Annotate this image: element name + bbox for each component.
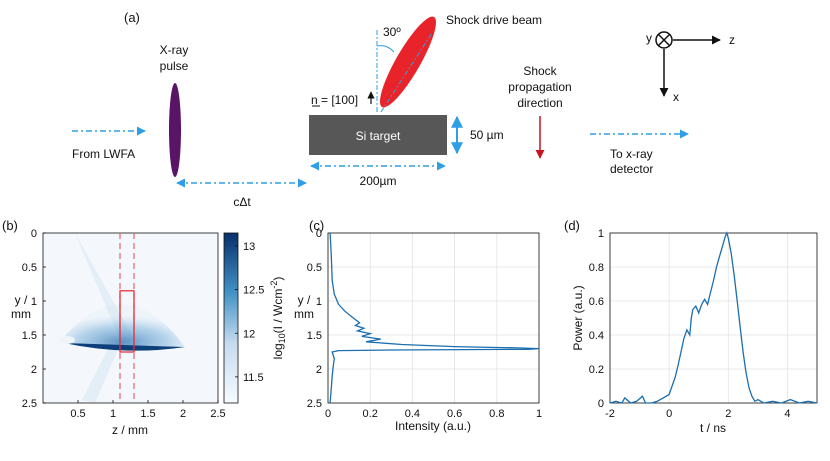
panel-d-xlabel: t / ns	[700, 421, 726, 435]
x-tick-label: 0.2	[363, 408, 378, 420]
heatmap-panel-b: (b) 0.5 1 1.5 2 2.500.511.522.5 z / mm y / m…	[2, 218, 287, 437]
x-tick-label: 2	[725, 408, 731, 420]
xray-pulse-title-line2: pulse	[160, 59, 189, 73]
y-tick-label: 1.5	[307, 330, 322, 342]
roi-box	[119, 290, 135, 353]
axis-x-label: x	[673, 90, 679, 104]
x-tick-label: 1	[110, 408, 116, 420]
y-axis-into-page-icon	[655, 31, 673, 49]
panel-c-frame	[327, 232, 540, 404]
heatmap-streak	[82, 345, 120, 403]
si-target	[309, 115, 447, 155]
y-tick-label: 0	[598, 398, 604, 410]
intensity-profile-line	[329, 232, 540, 404]
panel-c-ylabel-line1: y /	[298, 293, 311, 307]
heatmap-overlays	[119, 233, 135, 403]
colorbar	[223, 232, 239, 404]
x-tick-label: -2	[605, 408, 615, 420]
angle-arc	[376, 45, 395, 53]
y-tick-label: 0.6	[589, 296, 604, 308]
heatmap-xlabel: z / mm	[112, 423, 148, 437]
angle-label: 30º	[383, 25, 401, 39]
shock-drive-beam	[380, 16, 436, 108]
x-tick-label: 0.5	[70, 408, 85, 420]
y-tick-label: 2.5	[307, 398, 322, 410]
panel-d-grid	[609, 232, 817, 404]
y-tick-label: 0.8	[589, 262, 604, 274]
y-tick-label: 2.5	[22, 398, 37, 410]
from-lwfa-label: From LWFA	[72, 147, 135, 161]
c-delta-t-label: cΔt	[233, 195, 251, 209]
panel-d-ticks: -2 0 2 400.20.40.60.81	[589, 228, 791, 420]
heatmap-ticks: 0.5 1 1.5 2 2.5 0 0.5 1 1.5 2 2.5	[22, 228, 226, 420]
si-target-label: Si target	[356, 129, 401, 143]
to-detector-line2: detector	[610, 162, 653, 176]
x-tick-label: 0	[325, 408, 331, 420]
shock-dir-label-line3: direction	[517, 96, 562, 110]
x-tick-label: 1.5	[140, 408, 155, 420]
beam-axis-line	[380, 32, 433, 113]
colorbar-tick-label: 11.5	[243, 372, 264, 384]
y-tick-label: 1	[316, 296, 322, 308]
y-tick-label: 1	[31, 296, 37, 308]
panel-a-label: (a)	[124, 10, 140, 25]
shock-dir-label-line2: propagation	[508, 80, 571, 94]
panel-c-ylabel-line2: mm	[294, 307, 314, 321]
width-label: 200µm	[360, 174, 397, 188]
heatmap-cone	[60, 304, 185, 349]
x-tick-label: 0.6	[447, 408, 462, 420]
heatmap-bright-spot	[59, 336, 75, 344]
line-panel-c: (c) 0 0.2 0.4 0.6 0.8 1 0 0.5 1 1.5 2 2.5 Intensity…	[294, 218, 542, 433]
y-tick-label: 0.2	[589, 364, 604, 376]
x-tick-label: 2.5	[210, 408, 225, 420]
coordinate-axes: y z x	[646, 31, 735, 104]
x-tick-label: 0.4	[405, 408, 420, 420]
shock-beam-label: Shock drive beam	[446, 13, 542, 27]
schematic-panel-a: (a) X-ray pulse From LWFA cΔt Si target …	[72, 10, 735, 209]
xray-pulse-ellipse	[169, 83, 181, 177]
y-tick-label: 0	[31, 228, 37, 240]
panel-c-label: (c)	[309, 218, 324, 233]
x-tick-label: 0	[666, 408, 672, 420]
x-tick-label: 4	[784, 408, 790, 420]
panel-b-label: (b)	[2, 218, 18, 233]
colorbar-ticks: 11.5 12 12.5 13	[235, 241, 264, 384]
colorbar-tick-label: 12.5	[243, 285, 264, 297]
shock-dir-label-line1: Shock	[523, 64, 557, 78]
y-tick-label: 2	[31, 364, 37, 376]
thickness-label: 50 µm	[470, 128, 504, 142]
y-tick-label: 0.4	[589, 330, 604, 342]
x-tick-label: 1	[536, 408, 542, 420]
panel-c-ticks: 0 0.2 0.4 0.6 0.8 1 0 0.5 1 1.5 2 2.5	[307, 228, 542, 420]
y-tick-label: 0.5	[22, 262, 37, 274]
axis-y-label: y	[646, 31, 652, 45]
panel-d-label: (d)	[564, 218, 580, 233]
colorbar-label: log10(I / Wcm-2)	[269, 277, 287, 360]
heatmap-ylabel-line1: y /	[15, 293, 28, 307]
y-tick-label: 1	[598, 228, 604, 240]
panel-d-frame	[609, 232, 818, 404]
colorbar-tick-label: 13	[243, 241, 255, 253]
colorbar-tick-label: 12	[243, 328, 255, 340]
normal-label: n = [100]	[311, 93, 358, 107]
line-panel-d: (d) -2 0 2 400.20.40.60.81 t / ns Power (a.…	[564, 218, 818, 435]
heatmap-dense-edge	[64, 343, 185, 351]
heatmap-ylabel-line2: mm	[11, 307, 31, 321]
panel-c-xlabel: Intensity (a.u.)	[395, 419, 471, 433]
panel-d-ylabel: Power (a.u.)	[571, 285, 585, 350]
xray-pulse-title-line1: X-ray	[160, 43, 189, 57]
x-tick-label: 2	[180, 408, 186, 420]
panel-c-grid	[327, 232, 540, 404]
y-tick-label: 1.5	[22, 330, 37, 342]
power-trace-line	[609, 231, 818, 404]
axis-z-label: z	[729, 33, 735, 47]
x-tick-label: 0.8	[489, 408, 504, 420]
y-tick-label: 2	[316, 364, 322, 376]
to-detector-line1: To x-ray	[610, 147, 653, 161]
y-tick-label: 0	[316, 228, 322, 240]
heatmap-frame	[42, 232, 219, 404]
y-tick-label: 0.5	[307, 262, 322, 274]
